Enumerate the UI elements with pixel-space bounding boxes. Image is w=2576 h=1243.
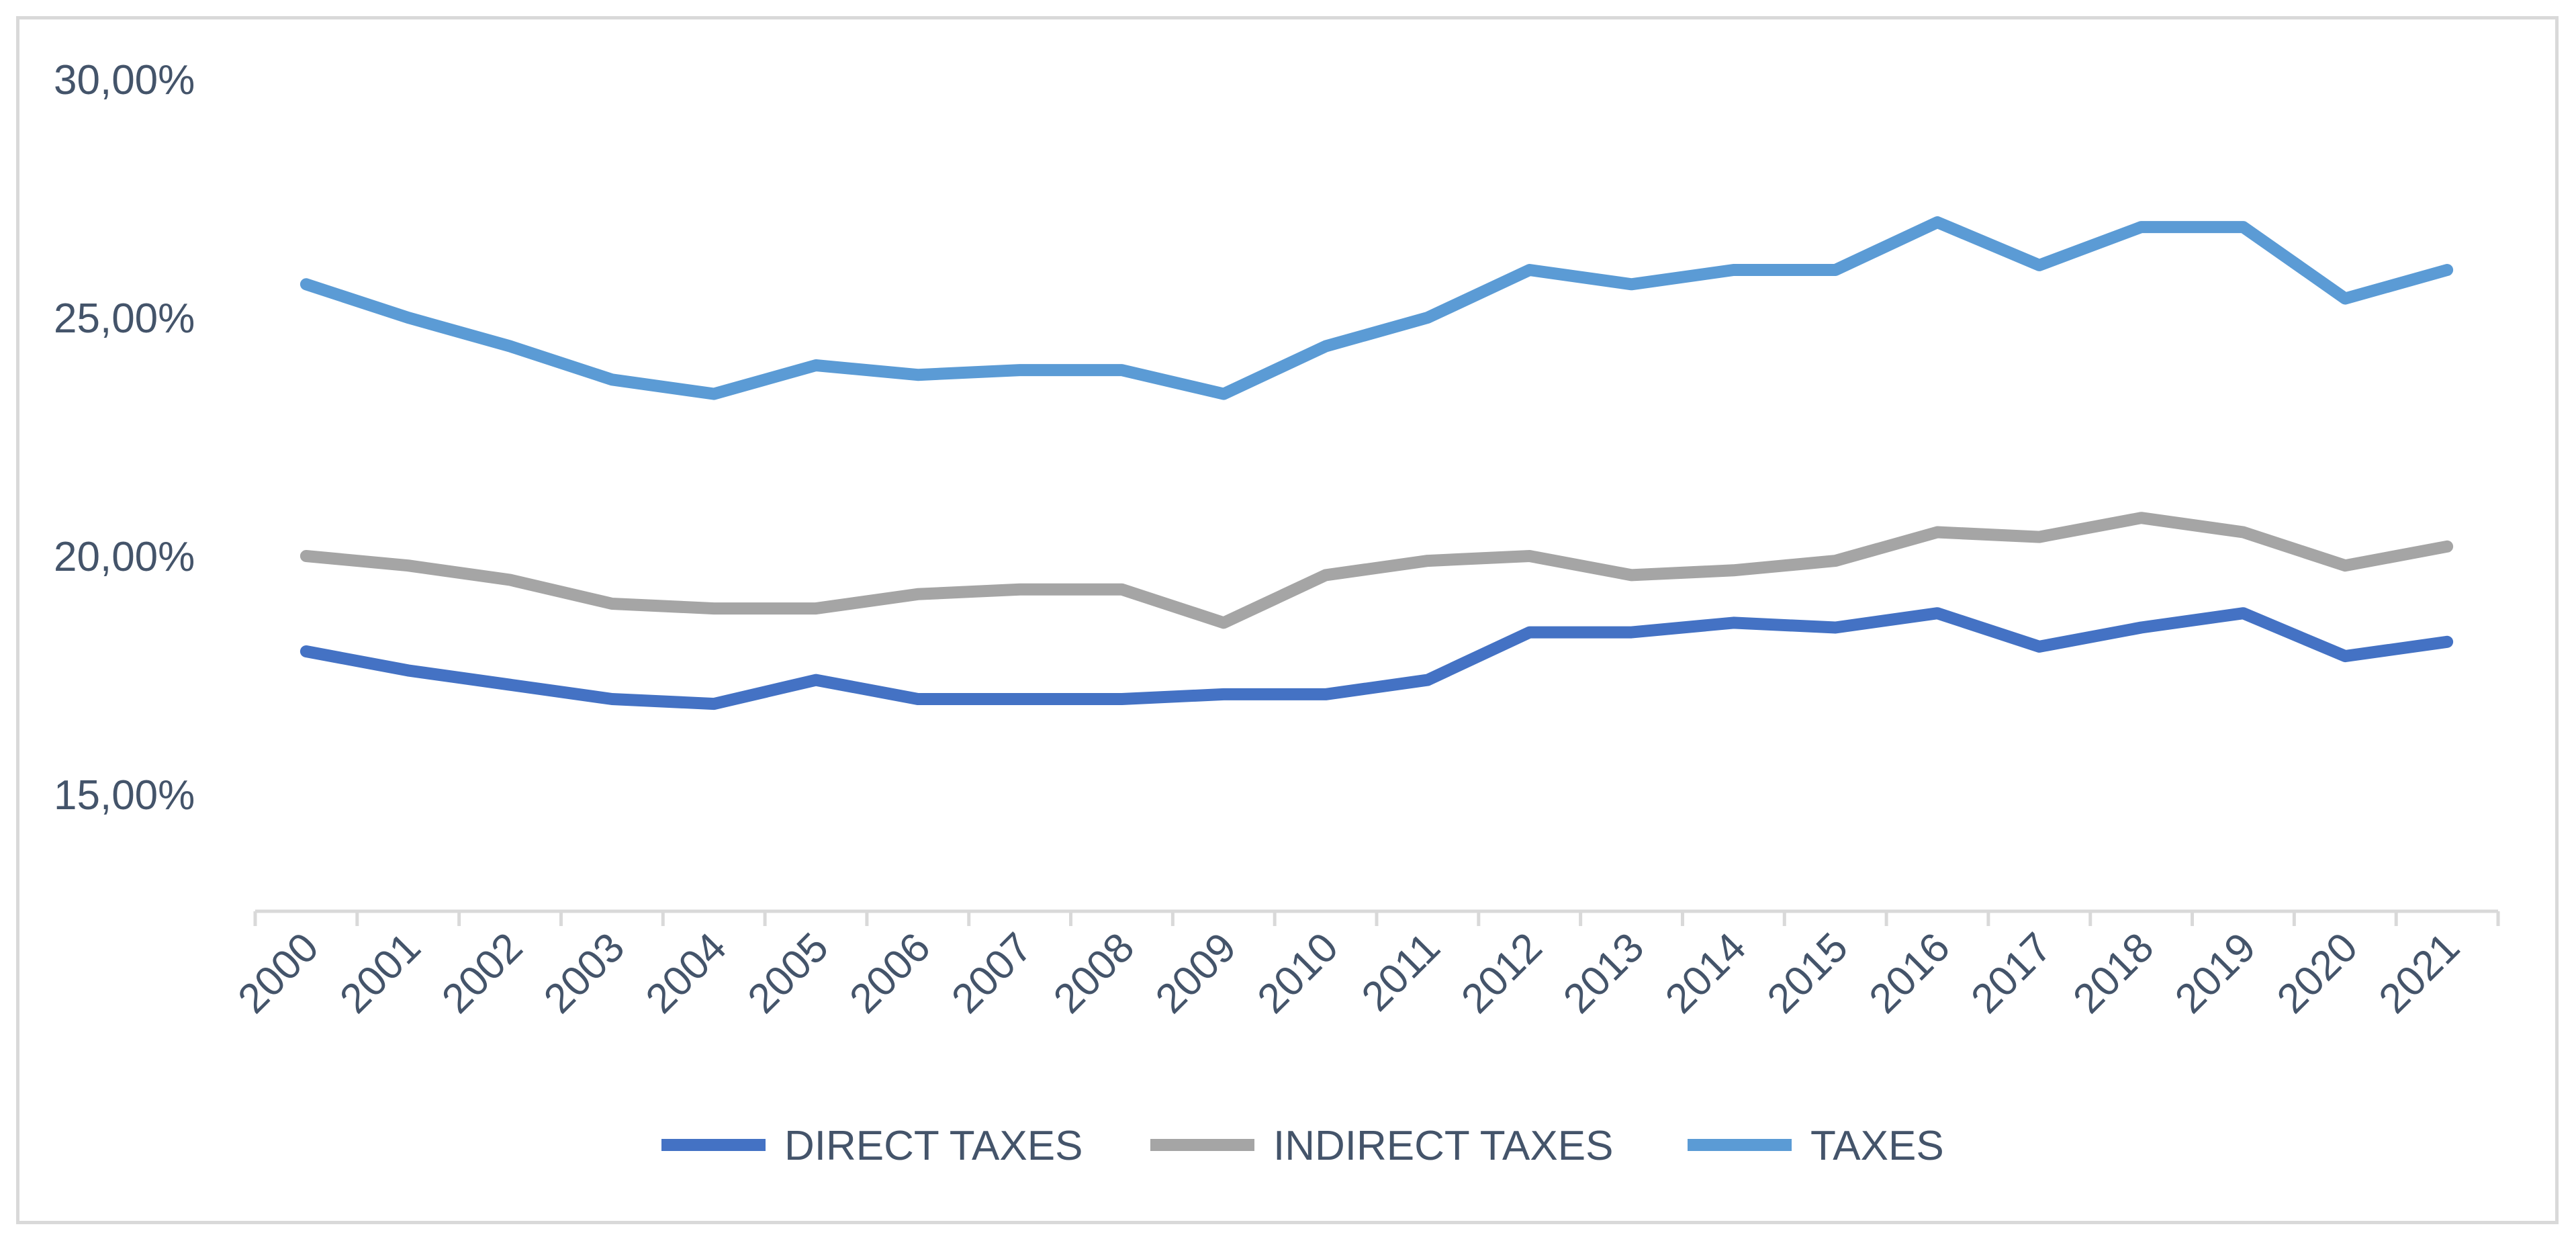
y-axis-tick-labels: 30,00% 25,00% 20,00% 15,00%	[54, 57, 195, 819]
series-line-indirect-taxes	[300, 512, 2454, 629]
series-lines	[300, 216, 2454, 710]
legend-label: TAXES	[1810, 1123, 1944, 1169]
legend-label: INDIRECT TAXES	[1273, 1123, 1613, 1169]
chart-frame	[16, 16, 2559, 1224]
x-tick-label: 2001	[331, 924, 429, 1022]
x-tick-label: 2000	[229, 924, 327, 1022]
x-tick-label: 2015	[1759, 924, 1857, 1022]
series-line-direct-taxes	[300, 607, 2454, 710]
x-tick-label: 2013	[1555, 924, 1653, 1022]
x-tick-label: 2017	[1962, 924, 2060, 1022]
y-tick-label: 20,00%	[54, 534, 195, 580]
x-axis: 2000 2001 2002 2003 2004 2005 2006 2007 2008 2009…	[229, 909, 2500, 1022]
x-tick-label: 2012	[1453, 924, 1551, 1022]
x-tick-label: 2010	[1249, 924, 1347, 1022]
x-tick-label: 2004	[637, 924, 735, 1022]
x-tick-label: 2014	[1657, 924, 1755, 1022]
y-tick-label: 25,00%	[54, 295, 195, 342]
legend-label: DIRECT TAXES	[784, 1123, 1083, 1169]
x-tick-label: 2003	[535, 924, 633, 1022]
x-tick-label: 2019	[2166, 924, 2264, 1022]
legend: DIRECT TAXES INDIRECT TAXES TAXES	[661, 1123, 1944, 1169]
x-tick-label: 2021	[2371, 924, 2469, 1022]
x-tick-label: 2016	[1861, 924, 1959, 1022]
x-tick-label: 2005	[739, 924, 837, 1022]
x-tick-label: 2006	[841, 924, 939, 1022]
x-tick-label: 2008	[1045, 924, 1143, 1022]
series-line-taxes	[300, 216, 2454, 400]
x-tick-label: 2007	[943, 924, 1041, 1022]
x-tick-label: 2009	[1147, 924, 1245, 1022]
y-tick-label: 15,00%	[54, 772, 195, 819]
x-tick-label: 2011	[1353, 924, 1449, 1020]
y-tick-label: 30,00%	[54, 57, 195, 103]
x-tick-label: 2020	[2268, 924, 2366, 1022]
x-tick-label: 2002	[433, 924, 531, 1022]
x-tick-label: 2018	[2064, 924, 2162, 1022]
